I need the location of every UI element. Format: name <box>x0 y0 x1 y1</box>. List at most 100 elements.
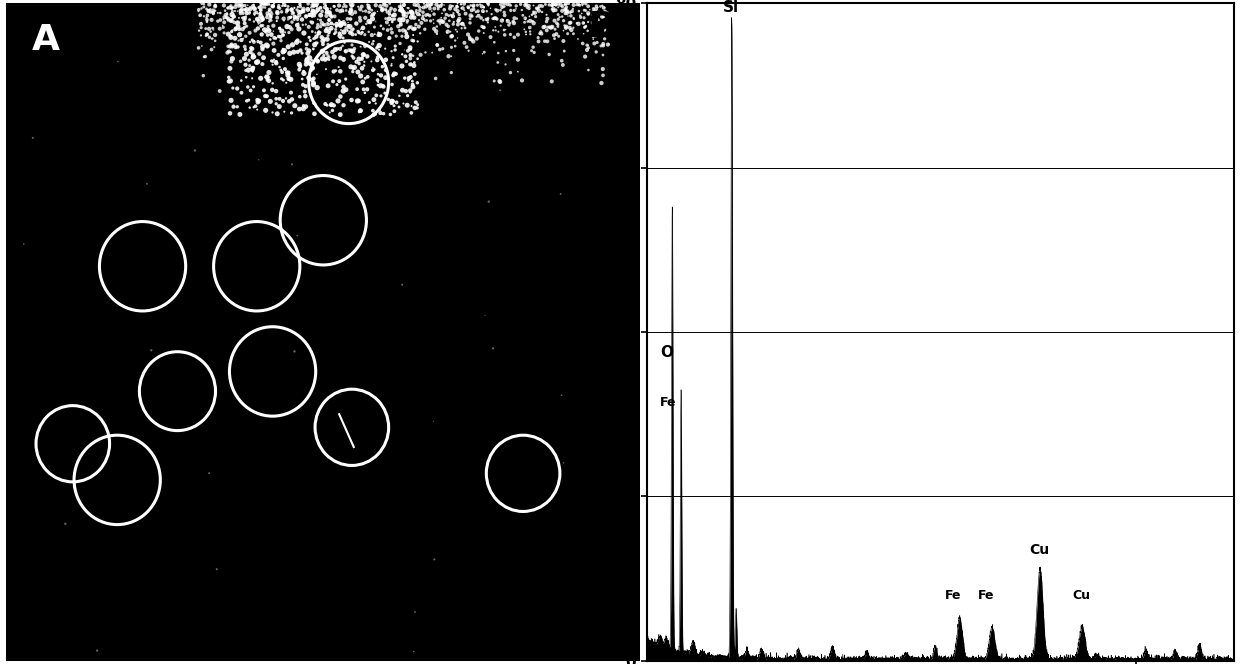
Point <box>489 27 508 37</box>
Point <box>568 34 588 44</box>
Point <box>281 87 301 98</box>
Point <box>564 13 584 23</box>
Point <box>229 13 249 23</box>
Point <box>449 14 469 25</box>
Point <box>259 5 279 16</box>
Point <box>234 22 254 33</box>
Point <box>408 36 428 46</box>
Point <box>334 6 353 17</box>
Point <box>422 0 441 9</box>
Point <box>372 5 392 15</box>
Point <box>203 9 223 19</box>
Point <box>564 0 584 10</box>
Point <box>306 1 326 11</box>
Point <box>341 26 361 37</box>
Point <box>391 17 410 28</box>
Point <box>254 52 274 63</box>
Point <box>241 42 260 53</box>
Point <box>221 15 241 26</box>
Point <box>236 5 255 15</box>
Point <box>239 95 259 106</box>
Point <box>244 36 264 46</box>
Point <box>371 2 391 13</box>
Point <box>554 0 574 10</box>
Point <box>362 30 382 41</box>
Point <box>492 15 512 26</box>
Point <box>244 5 264 16</box>
Point <box>389 1 409 12</box>
Point <box>231 0 250 11</box>
Point <box>594 18 614 29</box>
Point <box>229 0 249 10</box>
Point <box>215 12 234 23</box>
Point <box>405 19 425 30</box>
Point <box>391 19 410 30</box>
Point <box>560 7 580 18</box>
Point <box>578 25 598 36</box>
Point <box>319 15 339 26</box>
Point <box>460 32 480 42</box>
Point <box>353 6 373 17</box>
Point <box>281 74 301 85</box>
Point <box>339 21 358 31</box>
Point <box>374 88 394 98</box>
Point <box>505 5 525 16</box>
Point <box>227 102 247 112</box>
Point <box>574 29 594 39</box>
Point <box>274 106 294 117</box>
Point <box>325 29 345 39</box>
Point <box>283 39 303 50</box>
Point <box>243 62 263 73</box>
Point <box>451 0 471 9</box>
Point <box>467 0 487 11</box>
Point <box>494 1 513 11</box>
Point <box>56 519 76 529</box>
Point <box>281 94 301 105</box>
Point <box>370 44 389 55</box>
Point <box>296 11 316 21</box>
Point <box>461 0 481 11</box>
Point <box>393 25 413 36</box>
Point <box>300 11 320 21</box>
Point <box>317 53 337 64</box>
Point <box>317 100 337 111</box>
Point <box>397 100 417 110</box>
Point <box>296 12 316 23</box>
Point <box>568 0 588 9</box>
Point <box>295 86 315 97</box>
Point <box>471 1 491 12</box>
Point <box>557 2 577 13</box>
Point <box>284 346 304 357</box>
Text: Cu: Cu <box>1073 589 1090 602</box>
Point <box>474 2 494 13</box>
Point <box>228 35 248 46</box>
Y-axis label: Counts: Counts <box>591 297 609 367</box>
Point <box>360 97 379 108</box>
Point <box>342 9 362 19</box>
Point <box>197 29 217 40</box>
Point <box>255 105 275 116</box>
Point <box>379 20 399 31</box>
Point <box>573 18 593 29</box>
Point <box>275 64 295 74</box>
Point <box>330 28 350 39</box>
Point <box>543 0 563 10</box>
Point <box>453 18 472 29</box>
Point <box>432 8 451 19</box>
Point <box>273 0 293 9</box>
Point <box>262 11 281 22</box>
Point <box>512 5 532 15</box>
Point <box>273 46 293 57</box>
Point <box>237 72 257 82</box>
Point <box>563 3 583 14</box>
Point <box>304 78 324 88</box>
Point <box>477 17 497 28</box>
Point <box>232 35 252 45</box>
Point <box>331 19 351 29</box>
Point <box>247 104 267 115</box>
Point <box>253 0 273 9</box>
Point <box>559 18 579 29</box>
Point <box>224 17 244 28</box>
Point <box>522 9 542 20</box>
Point <box>402 108 422 118</box>
